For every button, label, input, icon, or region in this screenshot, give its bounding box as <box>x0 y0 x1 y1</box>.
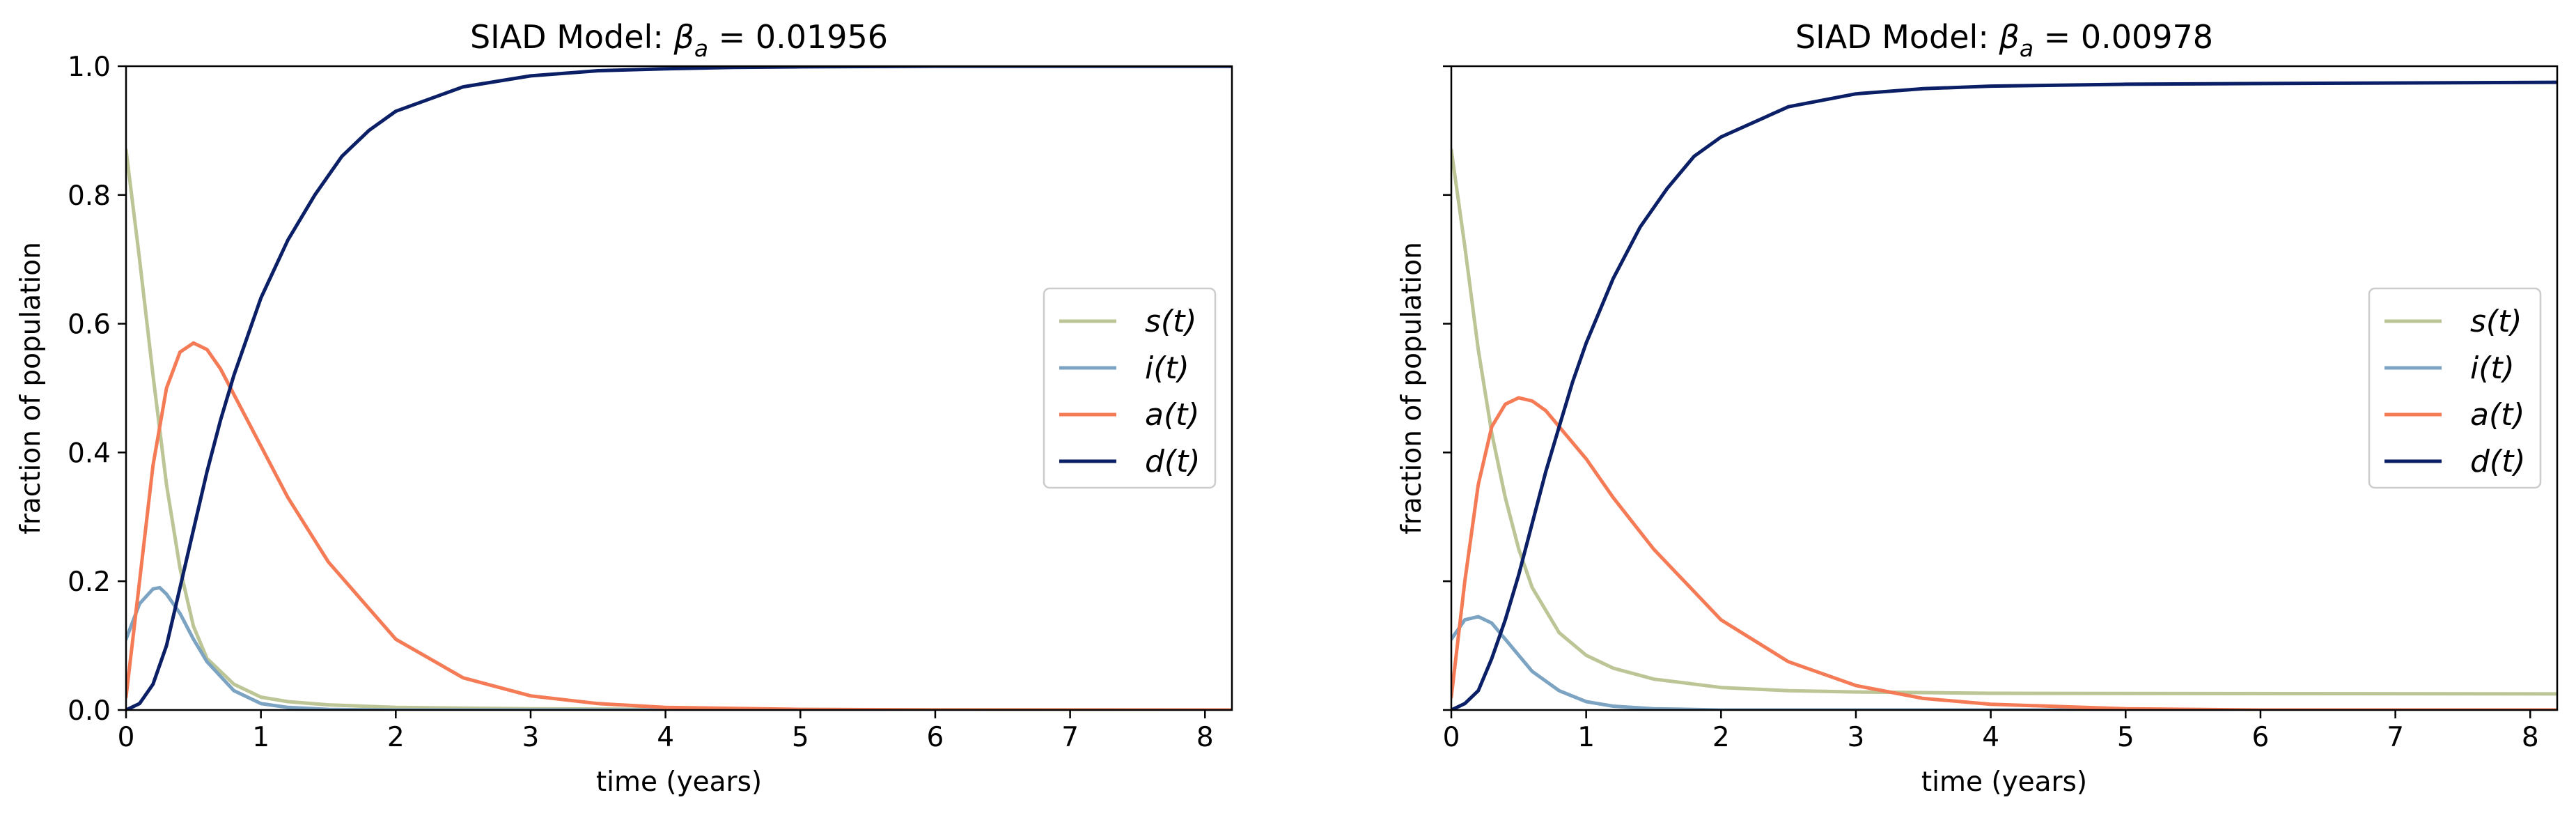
series-line-at <box>126 341 1232 710</box>
x-tick-label: 3 <box>1848 722 1865 753</box>
x-tick-label: 1 <box>1577 722 1595 753</box>
x-tick-label: 5 <box>792 722 809 753</box>
series-line-it <box>126 585 1232 710</box>
x-tick-label: 7 <box>2387 722 2404 753</box>
legend-box <box>2368 287 2542 489</box>
x-tick-label: 4 <box>1982 722 1999 753</box>
x-tick-label: 6 <box>927 722 944 753</box>
legend-label: i(t) <box>1145 350 1189 386</box>
y-tick-label: 1.0 <box>68 52 111 83</box>
legend-label: a(t) <box>1145 397 1200 433</box>
x-axis-label: time (years) <box>596 766 762 798</box>
chart-title: SIAD Model: βa = 0.00978 <box>1795 18 2213 62</box>
y-tick-label: 0.0 <box>68 695 111 727</box>
legend-label: d(t) <box>2470 444 2526 479</box>
legend-label: a(t) <box>2470 397 2525 433</box>
x-tick-label: 2 <box>387 722 405 753</box>
legend: s(t) i(t) a(t) d(t) <box>2368 287 2542 489</box>
legend-label: d(t) <box>1145 444 1201 479</box>
chart-title: SIAD Model: βa = 0.01956 <box>470 18 888 62</box>
legend-label: s(t) <box>1145 304 1197 339</box>
series-lines <box>126 66 1232 710</box>
x-tick-label: 0 <box>118 722 135 753</box>
x-tick-label: 1 <box>252 722 270 753</box>
series-line-st <box>1451 148 2557 696</box>
series-line-dt <box>1451 80 2557 710</box>
x-tick-label: 8 <box>1196 722 1214 753</box>
x-tick-label: 7 <box>1061 722 1079 753</box>
x-tick-label: 0 <box>1443 722 1460 753</box>
title-suffix: = 0.01956 <box>708 18 888 56</box>
title-prefix: SIAD Model: <box>1795 18 1999 56</box>
series-line-at <box>1451 396 2557 710</box>
chart-panel-left: 0 1 2 3 4 5 6 7 8 0.0 0.2 0.4 0.6 0.8 1.0 time (years) f… <box>15 18 1233 798</box>
series-line-dt <box>126 66 1232 710</box>
title-suffix: = 0.00978 <box>2034 18 2213 56</box>
x-tick-label: 6 <box>2252 722 2270 753</box>
chart-panel-right: 0 1 2 3 4 5 6 7 8 time (years) fraction of populat… <box>1396 18 2559 798</box>
series-lines <box>1451 80 2557 710</box>
axes-frame <box>125 65 1233 711</box>
series-line-it <box>1451 615 2557 710</box>
title-prefix: SIAD Model: <box>470 18 674 56</box>
x-tick-label: 5 <box>2117 722 2134 753</box>
title-symbol: β <box>1998 18 2019 56</box>
legend-box <box>1043 287 1217 489</box>
title-symbol: β <box>673 18 694 56</box>
axes-frame <box>1450 65 2559 711</box>
y-tick-label: 0.8 <box>68 180 111 212</box>
y-axis-label: fraction of population <box>15 242 47 534</box>
x-tick-label: 3 <box>522 722 540 753</box>
title-subscript: a <box>2020 35 2034 62</box>
legend-label: i(t) <box>2470 350 2515 386</box>
y-axis-label: fraction of population <box>1396 242 1428 534</box>
legend-label: s(t) <box>2470 304 2522 339</box>
legend: s(t) i(t) a(t) d(t) <box>1043 287 1217 489</box>
x-tick-label: 4 <box>657 722 674 753</box>
y-tick-label: 0.2 <box>68 566 111 598</box>
title-subscript: a <box>694 35 708 62</box>
y-tick-label: 0.4 <box>68 438 111 469</box>
x-tick-label: 2 <box>1712 722 1730 753</box>
x-axis-label: time (years) <box>1921 766 2087 798</box>
x-tick-label: 8 <box>2522 722 2539 753</box>
y-tick-label: 0.6 <box>68 309 111 341</box>
